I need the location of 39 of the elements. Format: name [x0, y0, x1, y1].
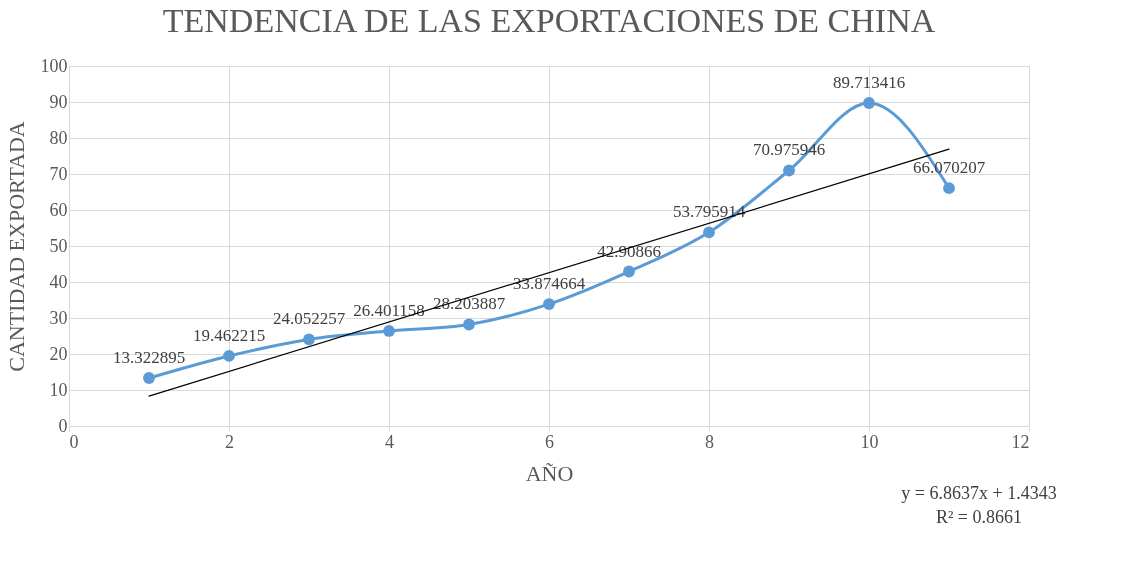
y-tick-label: 40	[49, 271, 68, 292]
point	[303, 333, 315, 346]
data-label: 24.052257	[272, 309, 346, 329]
x-tick-label: 10	[860, 431, 879, 452]
x-tick-label: 12	[1011, 431, 1030, 452]
text: R² = 0.8661	[935, 507, 1023, 527]
text: y = 6.8637x + 1.4343	[901, 483, 1057, 503]
point	[223, 350, 235, 362]
point	[943, 182, 955, 195]
point	[863, 97, 875, 109]
x-tick-label: 4	[385, 431, 394, 452]
data-label: 33.874664	[512, 274, 586, 294]
y-tick-label: 0	[58, 415, 68, 436]
x-tick-label: 8	[705, 431, 714, 452]
point	[783, 164, 795, 177]
point	[463, 318, 475, 331]
y-tick-label: 20	[49, 343, 68, 364]
data-label: 19.462215	[192, 325, 266, 345]
y-tick-label: 70	[49, 163, 68, 184]
y-tick-label: 90	[49, 91, 68, 112]
x-axis-title: AÑO	[525, 460, 574, 486]
chart-title: TENDENCIA DE LAS EXPORTACIONES DE CHINA	[162, 2, 936, 39]
x-tick-label: 2	[225, 431, 234, 452]
y-tick-label: 100	[40, 55, 68, 76]
data-label: 26.401158	[353, 300, 425, 320]
y-tick-label: 50	[49, 235, 68, 256]
point	[383, 325, 395, 337]
data-label: 89.713416	[832, 73, 906, 93]
point	[543, 298, 555, 310]
point	[623, 265, 635, 278]
y-tick-label: 60	[49, 199, 68, 220]
x-tick-label: 6	[545, 431, 554, 452]
point	[143, 372, 155, 384]
point	[703, 226, 715, 239]
y-tick-label: 30	[49, 307, 68, 328]
data-label: 13.322895	[112, 348, 186, 368]
y-axis-title: CANTIDAD EXPORTADA	[3, 121, 29, 372]
y-tick-label: 80	[49, 127, 68, 148]
y-tick-label: 10	[49, 379, 68, 400]
